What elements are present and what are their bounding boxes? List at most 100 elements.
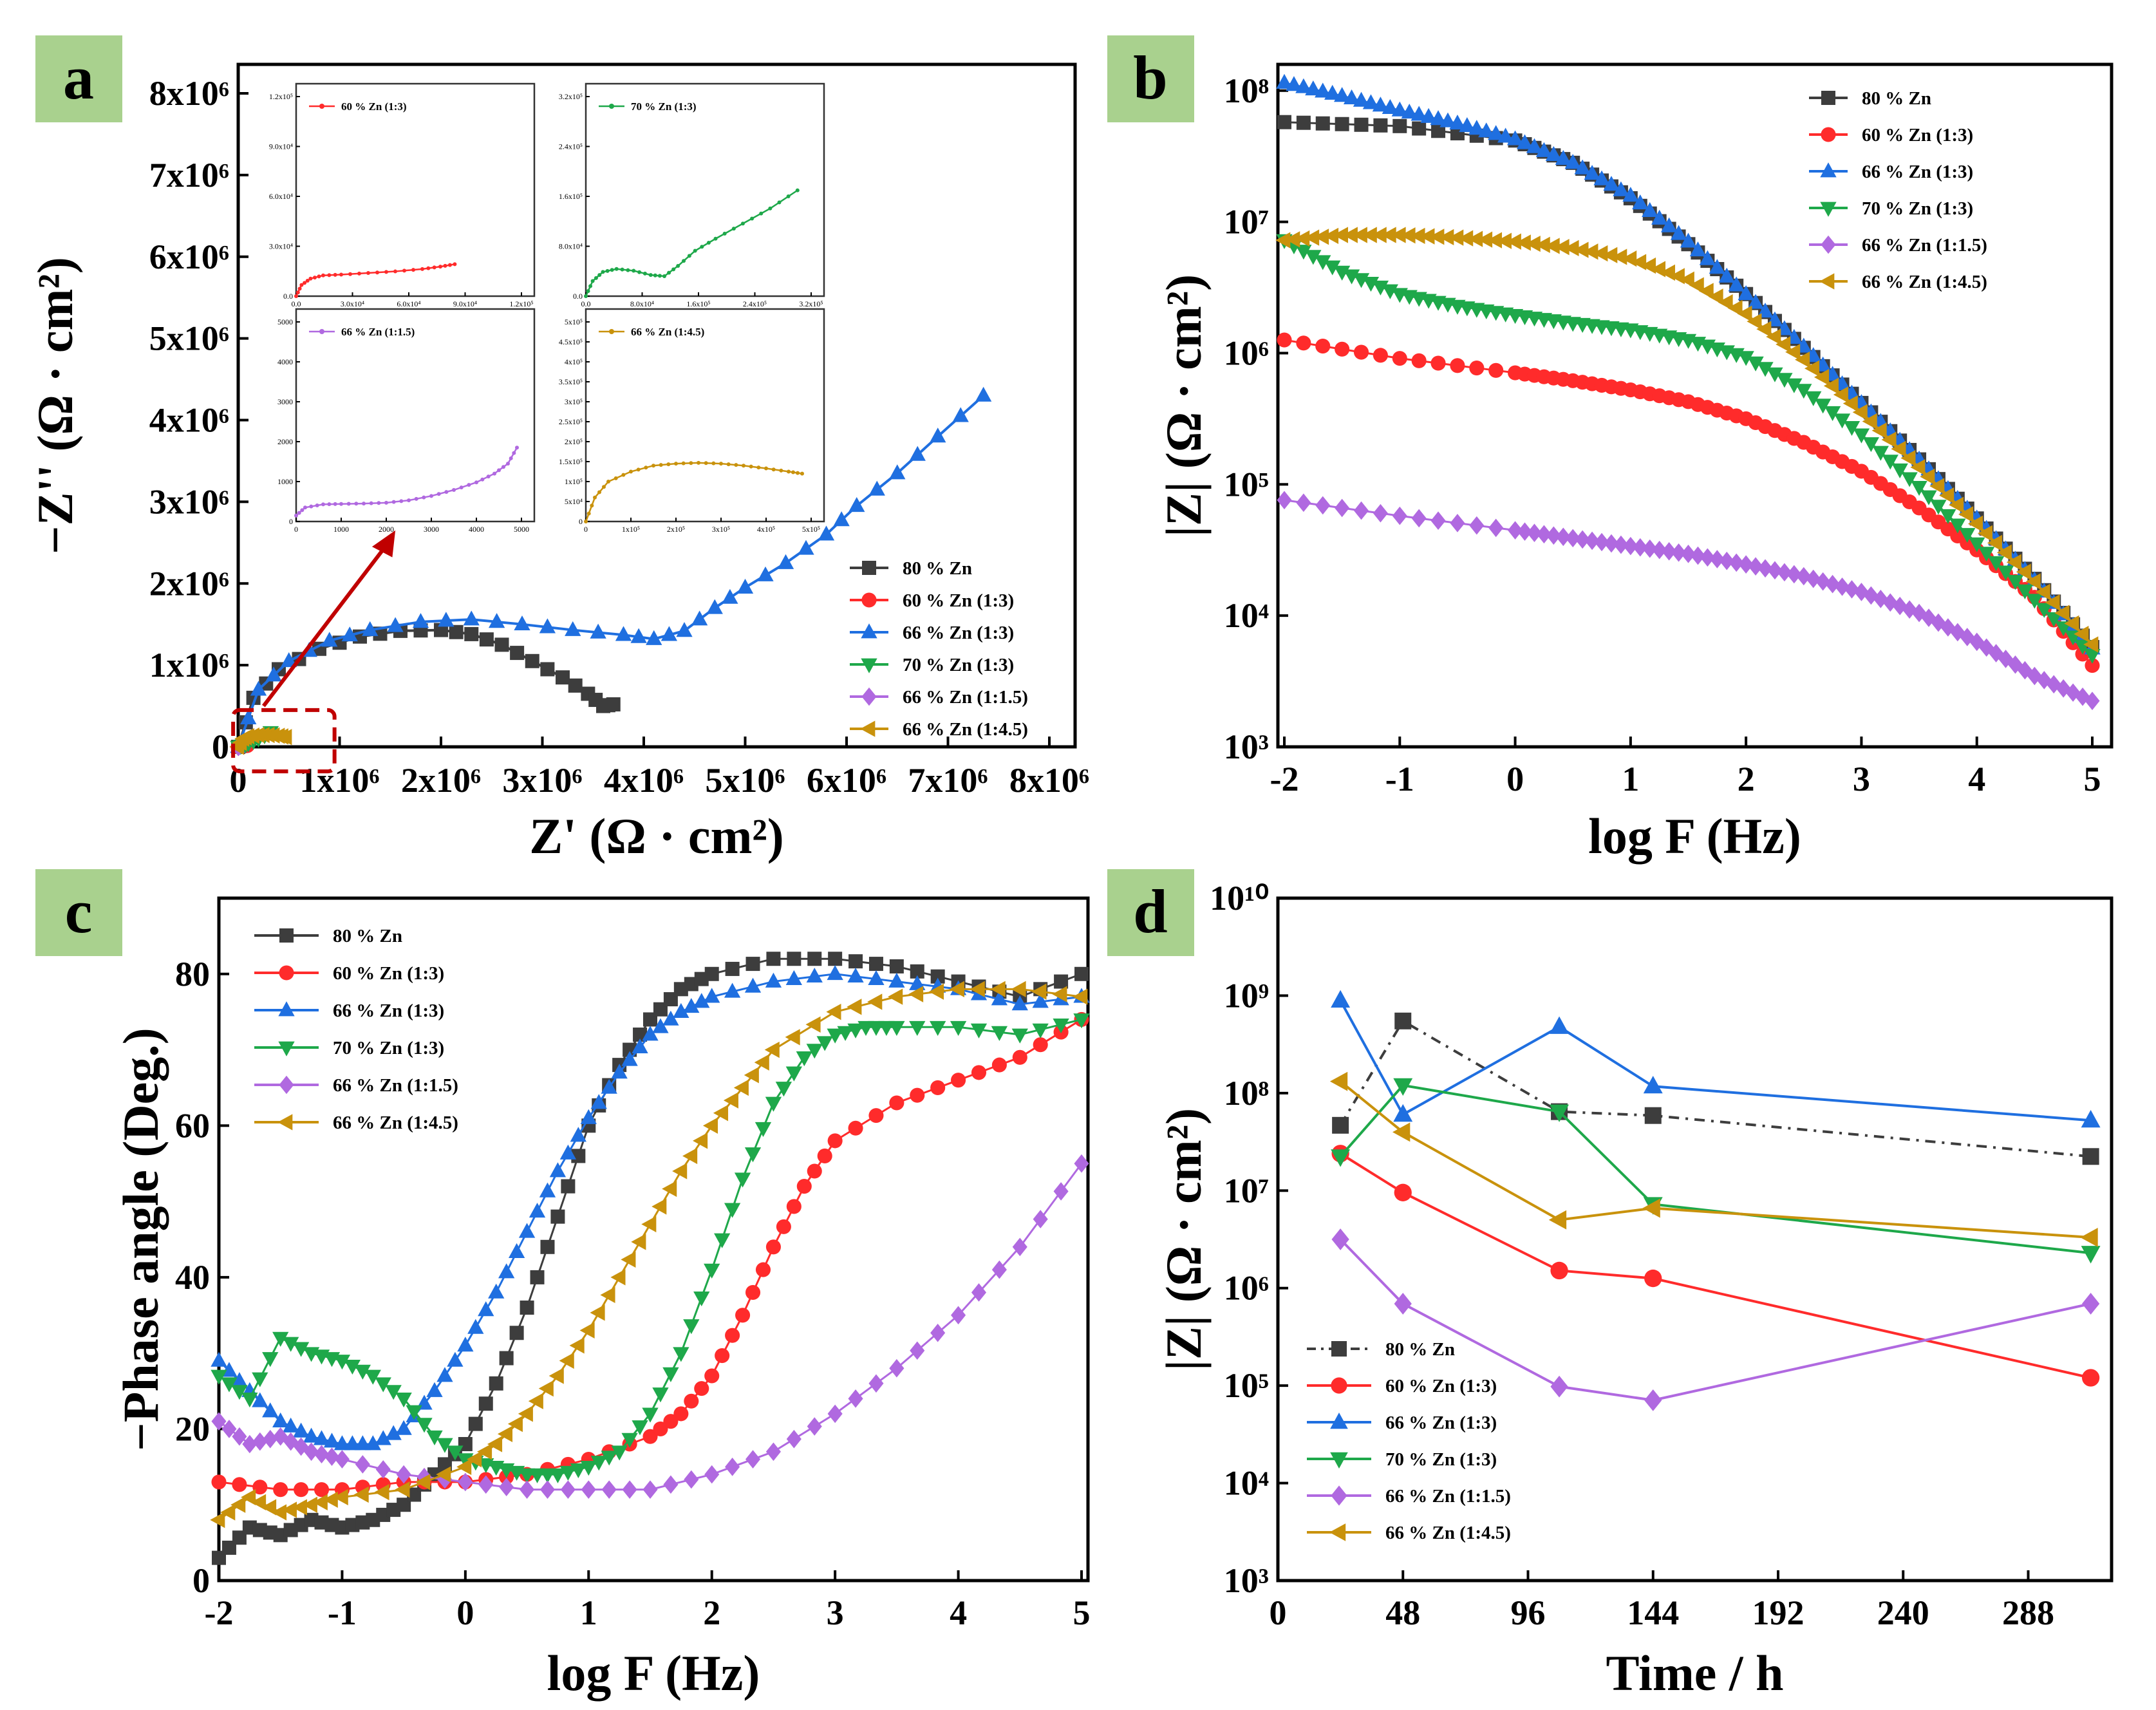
panel-b-point bbox=[1535, 142, 1553, 157]
panel-b-point bbox=[1545, 146, 1562, 162]
panel-c-point bbox=[262, 1402, 279, 1418]
panel-c-point bbox=[569, 1337, 585, 1354]
panel-c-xtick-label: 4 bbox=[950, 1593, 967, 1632]
panel-c-point bbox=[312, 1494, 328, 1510]
panel-c-point bbox=[715, 1348, 730, 1364]
panel-c-point bbox=[785, 970, 802, 985]
panel-c-point bbox=[333, 1435, 351, 1451]
panel-b-point bbox=[1852, 404, 1868, 420]
panel-d-legend-label: 80 % Zn bbox=[1385, 1339, 1455, 1360]
panel-c-point bbox=[889, 1095, 905, 1111]
panel-b-point bbox=[1324, 260, 1341, 276]
panel-c-point bbox=[682, 1147, 698, 1165]
panel-c-point bbox=[549, 1468, 567, 1483]
panel-b-series-0 bbox=[1277, 115, 2099, 655]
panel-b-legend-label: 60 % Zn (1:3) bbox=[1862, 125, 1973, 146]
panel-c-point bbox=[909, 1020, 926, 1036]
inset-point bbox=[333, 502, 337, 506]
panel-c-point bbox=[642, 1407, 659, 1423]
inset-xtick-label: 8.0x10⁴ bbox=[630, 299, 654, 308]
panel-b-xtick-label: 4 bbox=[1968, 760, 1985, 798]
panel-b-ytick-label: 10⁸ bbox=[1224, 71, 1269, 110]
panel-b-point bbox=[1949, 496, 1964, 513]
panel-a-point bbox=[479, 632, 494, 647]
panel-c-point bbox=[786, 1199, 801, 1214]
panel-c-point bbox=[538, 1380, 554, 1397]
panel-a-xtick-label: 6x10⁶ bbox=[807, 761, 886, 800]
panel-c-xtick-label: -1 bbox=[328, 1593, 357, 1632]
panel-b-point bbox=[1526, 523, 1542, 543]
panel-b-point bbox=[1777, 563, 1792, 582]
panel-a-point bbox=[539, 618, 556, 634]
panel-c-point bbox=[693, 1291, 710, 1307]
panel-b-point bbox=[1881, 431, 1897, 448]
panel-c-point bbox=[353, 1486, 369, 1503]
panel-a-point bbox=[565, 621, 581, 636]
panel-a-point bbox=[757, 566, 774, 581]
inset-point bbox=[377, 501, 381, 505]
panel-b-point bbox=[2035, 583, 2050, 601]
panel-b-point bbox=[1748, 557, 1763, 576]
inset-point bbox=[614, 267, 619, 271]
inset-point bbox=[659, 463, 663, 467]
panel-c-point bbox=[745, 1284, 761, 1300]
inset-point bbox=[384, 500, 388, 505]
panel-b-point bbox=[1296, 115, 1311, 130]
panel-c-point bbox=[487, 1436, 503, 1452]
panel-b-point bbox=[1333, 265, 1351, 281]
panel-b-point bbox=[1373, 503, 1388, 523]
panel-c-point bbox=[570, 1127, 586, 1142]
inset-point bbox=[726, 462, 731, 467]
panel-b-point bbox=[1431, 124, 1446, 138]
panel-c-ytick-label: 40 bbox=[175, 1258, 210, 1297]
panel-a-point bbox=[736, 578, 754, 594]
inset-point bbox=[506, 462, 510, 466]
inset-point bbox=[597, 490, 601, 494]
panel-c-point bbox=[550, 1209, 565, 1224]
panel-b-point bbox=[1536, 525, 1551, 544]
inset-point bbox=[407, 498, 411, 503]
panel-c-point bbox=[785, 1029, 800, 1046]
panel-c-point bbox=[910, 964, 924, 979]
panel-b-point bbox=[1468, 120, 1485, 135]
inset-point bbox=[333, 272, 337, 277]
inset-point bbox=[312, 276, 317, 280]
panel-c-series-1 bbox=[211, 1011, 1089, 1498]
panel-b-point bbox=[1583, 243, 1598, 260]
panel-d-point bbox=[1331, 1228, 1349, 1250]
panel-c-point bbox=[292, 1342, 310, 1357]
panel-b-series-1 bbox=[1277, 332, 2100, 673]
panel-c-point bbox=[611, 1064, 628, 1079]
panel-b-point bbox=[1689, 241, 1707, 257]
inset-xtick-label: 1x10⁵ bbox=[622, 525, 640, 534]
inset-ytick-label: 3000 bbox=[277, 397, 293, 406]
panel-d-point bbox=[1548, 1210, 1567, 1230]
panel-b-point bbox=[2025, 573, 2041, 590]
panel-c-point bbox=[806, 1044, 823, 1059]
panel-c-point bbox=[509, 1326, 524, 1340]
panel-c-point bbox=[344, 1359, 361, 1375]
panel-b-point bbox=[2085, 691, 2100, 710]
panel-b-point bbox=[1450, 358, 1465, 373]
panel-c-point bbox=[302, 1496, 317, 1513]
panel-b-point bbox=[1931, 613, 1946, 632]
panel-b-point bbox=[1680, 545, 1696, 563]
panel-b-point bbox=[1660, 217, 1678, 232]
panel-d-xtick-label: 0 bbox=[1270, 1593, 1287, 1632]
inset-point bbox=[447, 263, 452, 267]
inset-point bbox=[768, 206, 773, 211]
panel-b-point bbox=[1573, 241, 1589, 258]
panel-c-point bbox=[406, 1405, 422, 1420]
panel-a-point bbox=[341, 626, 358, 642]
panel-b-point bbox=[1671, 543, 1687, 562]
panel-b-point bbox=[1401, 103, 1418, 119]
panel-b-point bbox=[1362, 227, 1377, 243]
panel-b-point bbox=[1679, 271, 1694, 288]
panel-c-point bbox=[702, 1117, 718, 1134]
panel-c-xtick-label: 5 bbox=[1073, 1593, 1091, 1632]
panel-c-point bbox=[364, 1369, 381, 1385]
panel-b-point bbox=[1756, 321, 1772, 337]
panel-a-xtick-label: 3x10⁶ bbox=[502, 761, 582, 800]
inset-point bbox=[648, 273, 653, 277]
